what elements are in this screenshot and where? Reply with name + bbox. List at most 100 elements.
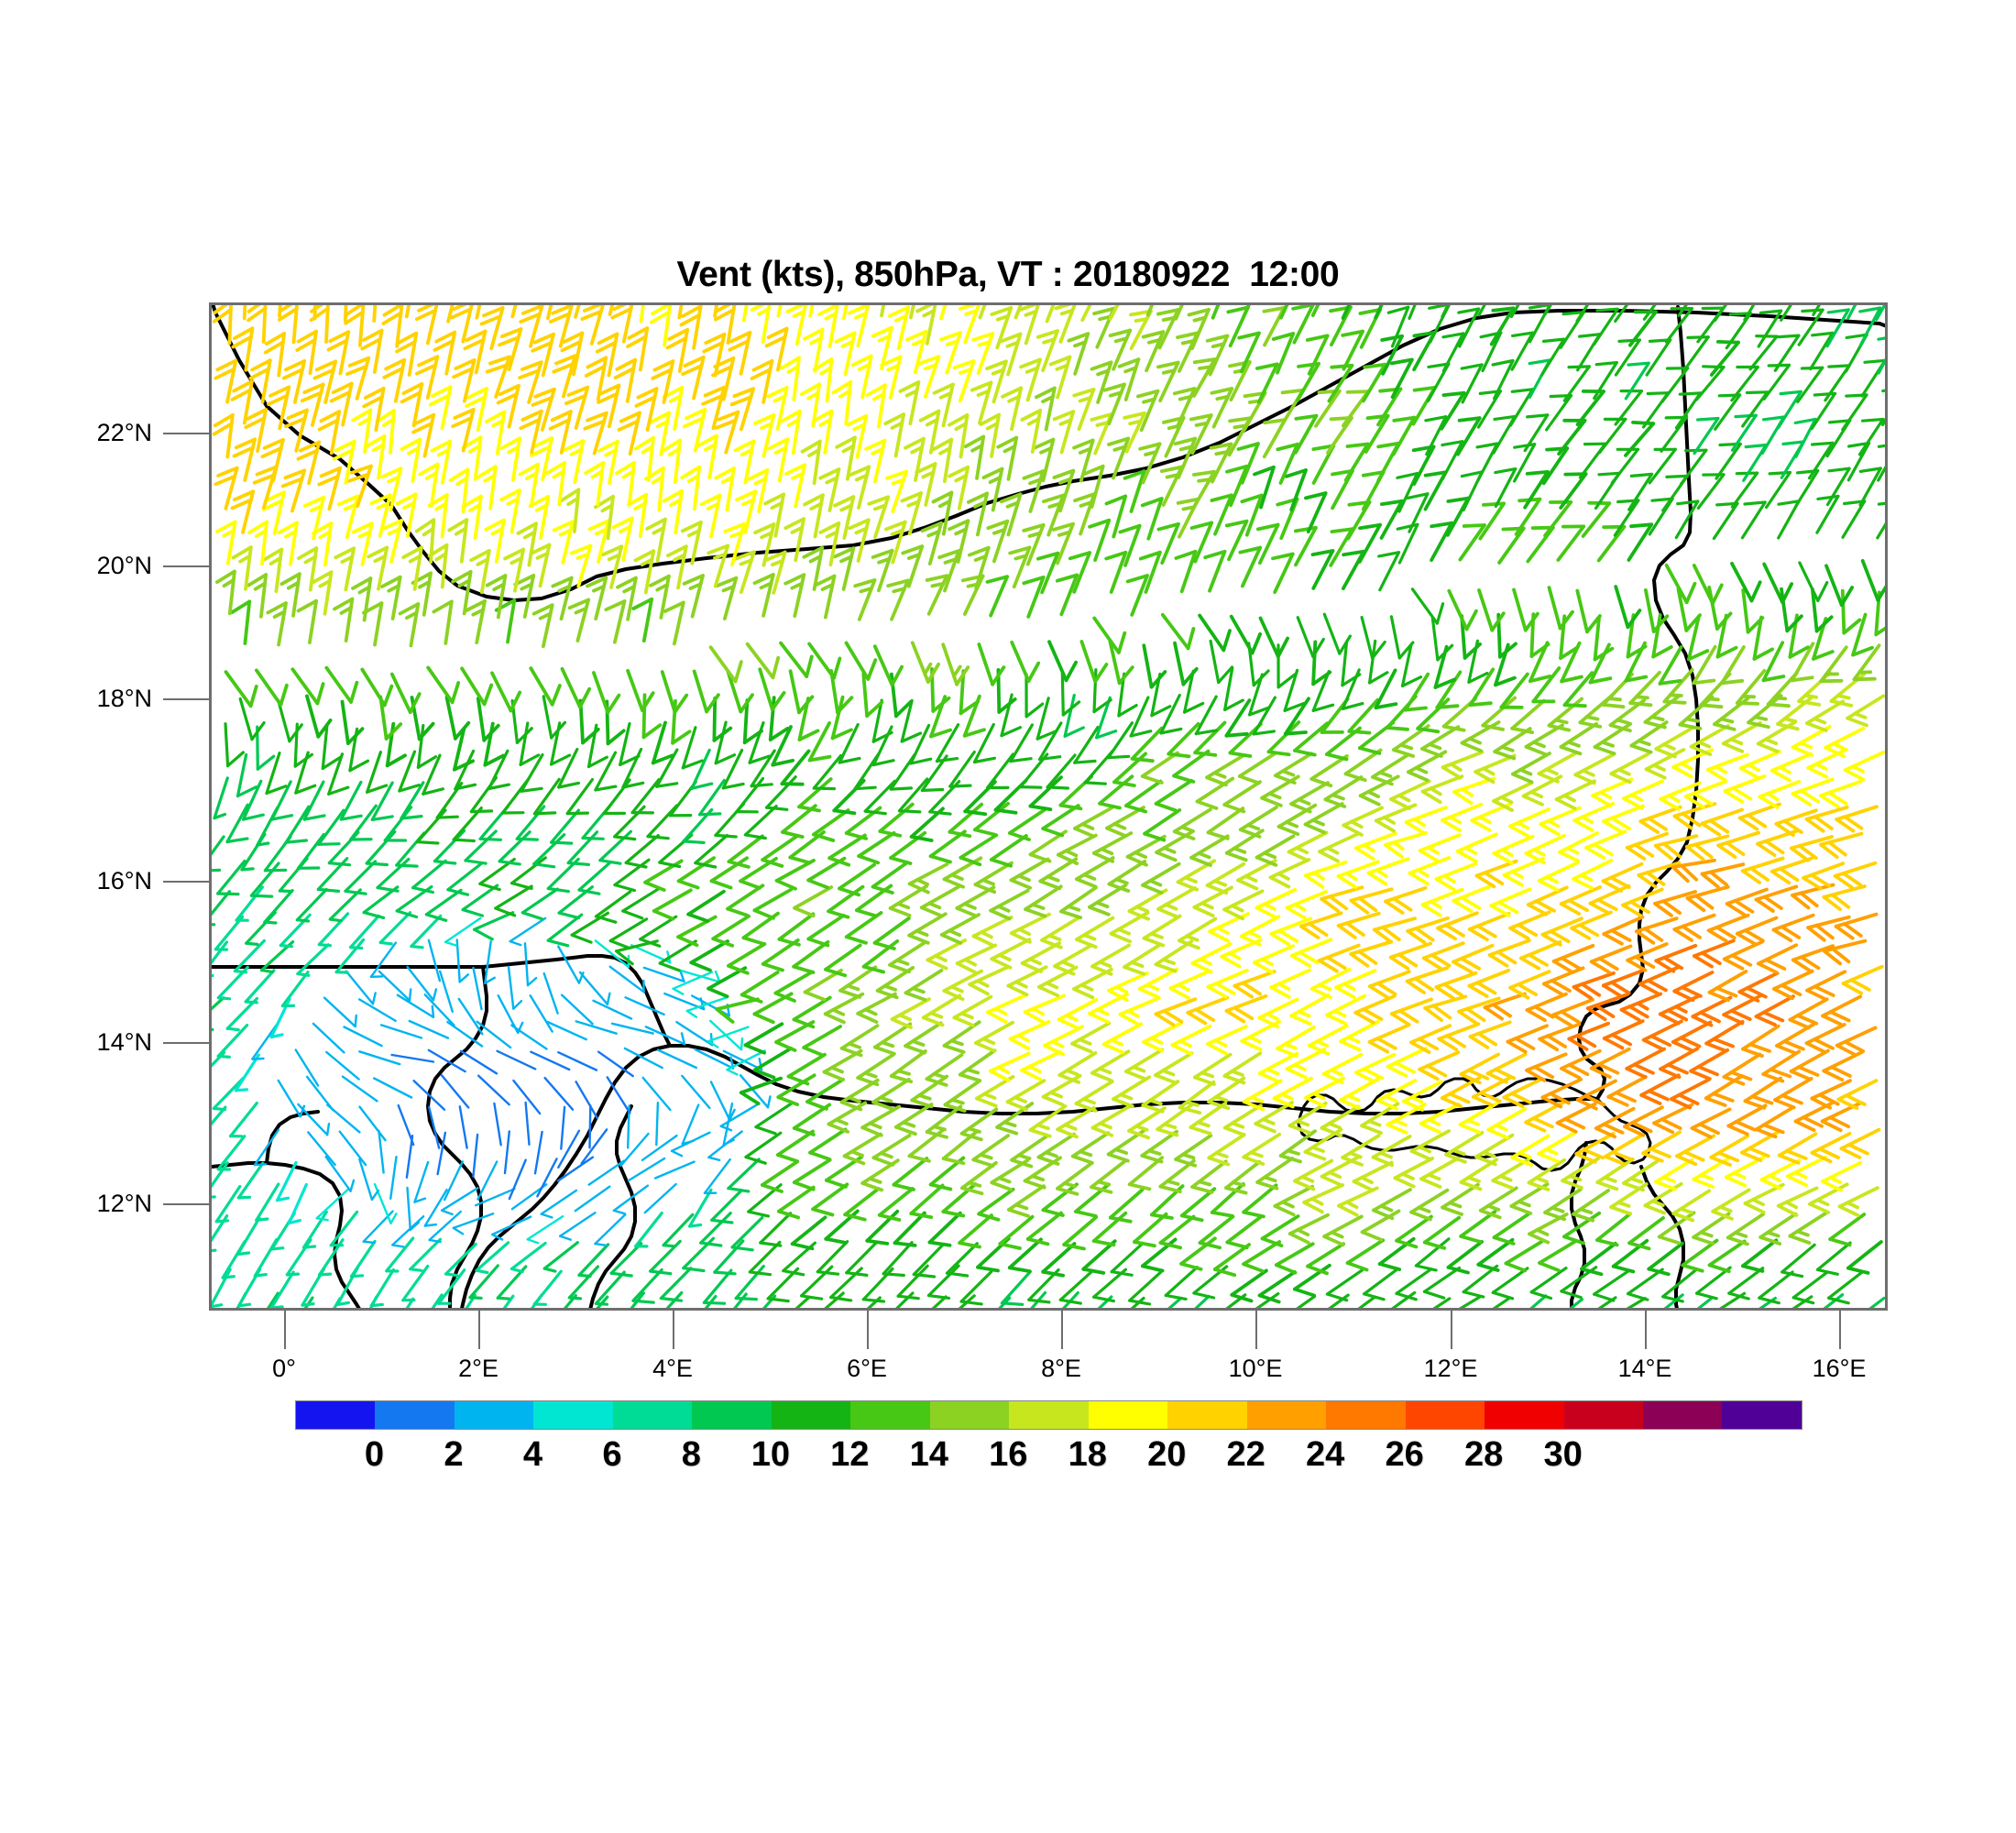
xtick-label-0: 0° [272,1355,296,1382]
wind-barb [1294,525,1318,567]
wind-barb [616,576,638,621]
wind-barb [999,492,1023,537]
wind-barb [1057,833,1098,865]
wind-barb [305,694,333,739]
wind-barb [1642,305,1657,321]
wind-barb [1052,468,1076,513]
wind-barb [1527,1158,1567,1191]
wind-barb [1172,749,1211,784]
wind-barb [1090,943,1131,976]
wind-barb [1596,524,1627,563]
wind-barb [942,969,983,1002]
xtick-label-12: 12°E [1423,1355,1478,1382]
wind-barb [224,722,245,768]
wind-barb [433,330,457,376]
wind-barb [416,724,438,769]
wind-barb [800,439,822,486]
wind-barb [1118,996,1161,1026]
wind-barb [1092,668,1112,714]
wind-barb [641,1076,672,1112]
wind-barb [634,435,655,482]
wind-barb [733,550,756,594]
wind-barb [341,1075,378,1103]
wind-barb [808,1127,848,1161]
wind-barb [1386,1047,1428,1078]
wind-barb [1468,1020,1512,1049]
wind-barb [1102,382,1126,426]
colorbar-segment-2 [454,1401,534,1429]
wind-barb [873,1022,913,1056]
wind-barb [915,462,937,507]
wind-barb [1033,437,1056,483]
wind-barb [294,1048,320,1087]
wind-barb [1672,802,1717,830]
wind-barb [1452,943,1495,974]
wind-barb [567,598,590,642]
wind-barb [1707,586,1733,631]
wind-barb [1812,305,1822,316]
wind-barb [583,411,608,456]
wind-barb [1028,775,1063,811]
wind-barb [925,1104,963,1139]
wind-barb [1106,721,1134,760]
wind-barb [1123,469,1146,513]
wind-barb [1009,912,1051,944]
wind-barb [1101,1022,1143,1055]
wind-barb [1559,722,1598,756]
wind-barb [973,801,1010,837]
wind-barb [1477,588,1506,632]
wind-barb [244,969,276,1004]
wind-barb [1706,752,1749,783]
wind-barb [1628,310,1658,347]
wind-barb [1194,695,1218,736]
wind-barb [577,1243,610,1279]
wind-barb [816,1240,849,1276]
wind-barb [1180,1187,1217,1223]
wind-barb [727,834,764,869]
wind-barb [1225,464,1249,508]
colorbar[interactable] [295,1400,1802,1430]
wind-barb [1225,1214,1263,1250]
wind-barb [1619,992,1663,1022]
wind-barb [300,382,325,427]
wind-barb [689,939,729,972]
wind-barb [1492,834,1535,865]
wind-barb [317,912,350,948]
wind-barb [1252,696,1276,736]
wind-barb [1303,802,1344,835]
wind-barb [1773,1076,1813,1110]
wind-barb [1173,436,1198,479]
wind-barb [1627,1268,1664,1301]
wind-barb [557,945,585,984]
wind-barb [575,1020,618,1035]
ytick-line-18 [163,698,209,700]
wind-barb [1325,993,1367,1026]
wind-barb [1299,911,1343,939]
wind-barb [502,1294,515,1308]
wind-barb [1777,390,1802,429]
wind-barb [1529,1294,1548,1308]
wind-barb [1167,1296,1183,1308]
wind-barb [1189,521,1214,564]
wind-barb [630,1291,645,1308]
wind-barb [1493,727,1532,761]
wind-barb [1322,612,1352,655]
map-panel[interactable] [209,302,1888,1311]
wind-barb [729,387,755,432]
wind-barb [212,890,231,927]
wind-barb [297,546,319,592]
wind-barb [641,693,663,740]
wind-barb [472,966,483,1011]
wind-barb [1828,1213,1867,1247]
wind-barb [1622,1158,1661,1192]
wind-barb [1212,1243,1251,1278]
wind-barb [846,414,869,459]
wind-barb [518,360,543,404]
wind-barb [1559,885,1602,916]
wind-barb [1660,415,1689,453]
wind-barb [448,467,470,513]
wind-barb [1716,830,1760,859]
wind-barb [861,672,884,718]
wind-barb [1022,469,1046,513]
wind-barb [510,305,518,319]
